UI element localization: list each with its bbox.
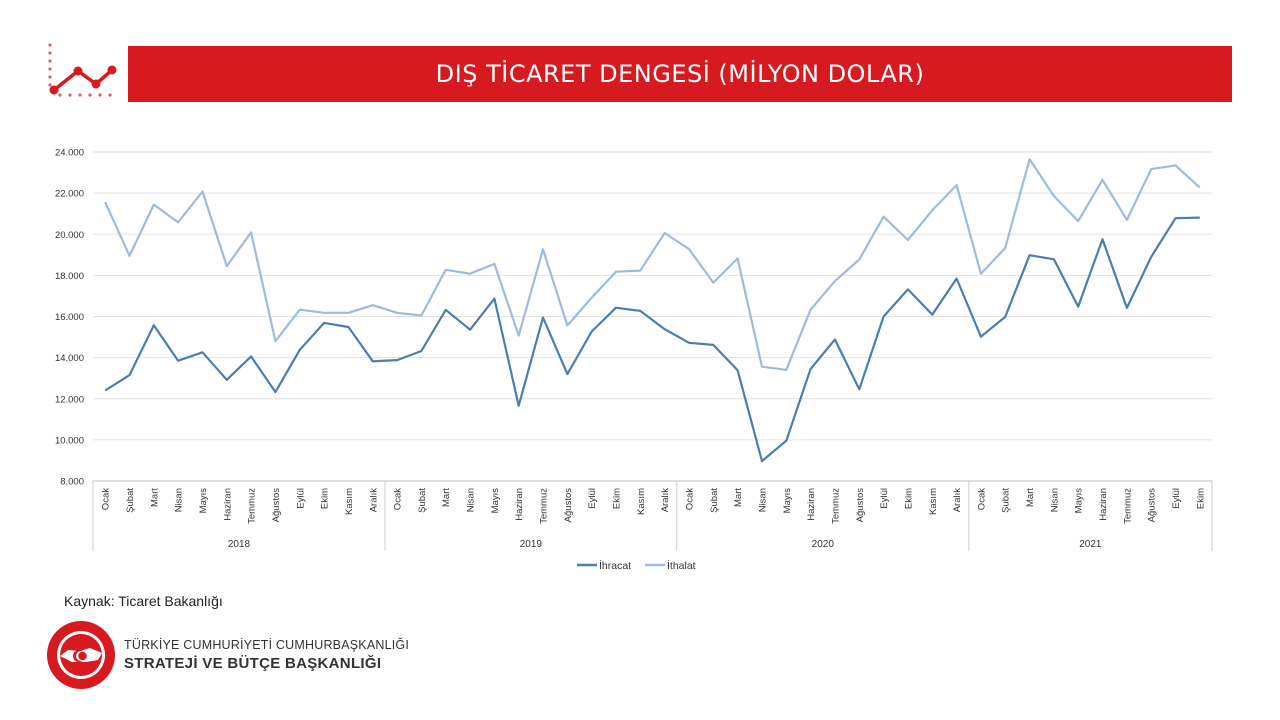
legend-label: İhracat: [599, 559, 631, 572]
y-tick-label: 16.000: [55, 312, 84, 323]
series-line: [104, 216, 1200, 463]
x-tick-label: Ekim: [612, 488, 623, 509]
x-tick-label: Eylül: [879, 488, 890, 509]
x-tick-label: Nisan: [1049, 488, 1060, 512]
x-tick-label: Haziran: [514, 488, 525, 521]
x-tick-label: Aralık: [368, 488, 379, 513]
x-tick-label: Mart: [1025, 488, 1036, 507]
x-tick-label: Aralık: [660, 488, 671, 513]
y-tick-label: 22.000: [55, 189, 84, 200]
x-tick-label: Ocak: [393, 488, 404, 510]
x-tick-label: Haziran: [1098, 488, 1109, 521]
x-tick-label: Şubat: [125, 488, 136, 513]
x-tick-label: Mayıs: [490, 488, 501, 514]
y-tick-label: 8.000: [60, 477, 84, 488]
y-tick-label: 24.000: [55, 148, 84, 159]
org-name-line1: TÜRKİYE CUMHURİYETİ CUMHURBAŞKANLIĞI: [124, 638, 410, 652]
x-tick-label: Eylül: [1171, 488, 1182, 509]
x-tick-label: Mayıs: [782, 488, 793, 514]
series-line: [104, 158, 1201, 371]
trade-balance-chart: 8.000 10.000 12.000 14.000 16.000 18.000 20.00…: [55, 148, 1213, 572]
x-tick-label: Mart: [733, 488, 744, 507]
x-tick-label: Ekim: [1195, 488, 1206, 509]
x-tick-label: Haziran: [806, 488, 817, 521]
year-label: 2021: [1079, 539, 1102, 550]
x-tick-label: Eylül: [295, 488, 306, 509]
x-tick-label: Nisan: [466, 488, 477, 512]
y-tick-label: 12.000: [55, 394, 84, 405]
x-tick-label: Kasım: [344, 488, 355, 515]
x-tick-label: Kasım: [636, 488, 647, 515]
x-tick-label: Temmuz: [1122, 488, 1133, 524]
source-note: Kaynak: Ticaret Bakanlığı: [64, 593, 223, 609]
x-tick-label: Mayıs: [1074, 488, 1085, 514]
x-tick-label: Şubat: [1001, 488, 1012, 513]
presidency-seal-icon: [47, 621, 115, 689]
x-tick-label: Eylül: [587, 488, 598, 509]
y-tick-label: 20.000: [55, 230, 84, 241]
x-tick-label: Nisan: [174, 488, 185, 512]
x-tick-label: Ekim: [320, 488, 331, 509]
year-label: 2019: [520, 539, 543, 550]
x-tick-label: Temmuz: [830, 488, 841, 524]
x-tick-label: Şubat: [709, 488, 720, 513]
x-tick-label: Ağustos: [563, 488, 574, 523]
title-bar: DIŞ TİCARET DENGESİ (MİLYON DOLAR): [128, 46, 1232, 102]
x-tick-label: Mart: [149, 488, 160, 507]
trend-line-icon: [48, 43, 117, 97]
x-tick-label: Ağustos: [271, 488, 282, 523]
year-label: 2020: [812, 539, 835, 550]
y-tick-label: 10.000: [55, 435, 84, 446]
x-tick-label: Haziran: [222, 488, 233, 521]
x-tick-label: Ocak: [976, 488, 987, 510]
x-tick-label: Temmuz: [539, 488, 550, 524]
x-tick-label: Şubat: [417, 488, 428, 513]
y-tick-label: 18.000: [55, 271, 84, 282]
x-tick-label: Kasım: [928, 488, 939, 515]
x-tick-label: Ağustos: [855, 488, 866, 523]
x-tick-label: Nisan: [757, 488, 768, 512]
page-title: DIŞ TİCARET DENGESİ (MİLYON DOLAR): [435, 60, 925, 88]
x-tick-label: Ocak: [684, 488, 695, 510]
y-tick-label: 14.000: [55, 353, 84, 364]
x-tick-label: Aralık: [952, 488, 963, 513]
x-tick-label: Ocak: [101, 488, 112, 510]
year-label: 2018: [228, 539, 251, 550]
x-tick-label: Mayıs: [198, 488, 209, 514]
legend-label: İthalat: [667, 559, 696, 572]
org-name-line2: STRATEJİ VE BÜTÇE BAŞKANLIĞI: [124, 655, 382, 672]
x-tick-label: Temmuz: [247, 488, 258, 524]
x-tick-label: Ekim: [903, 488, 914, 509]
x-tick-label: Ağustos: [1147, 488, 1158, 523]
x-tick-label: Mart: [441, 488, 452, 507]
